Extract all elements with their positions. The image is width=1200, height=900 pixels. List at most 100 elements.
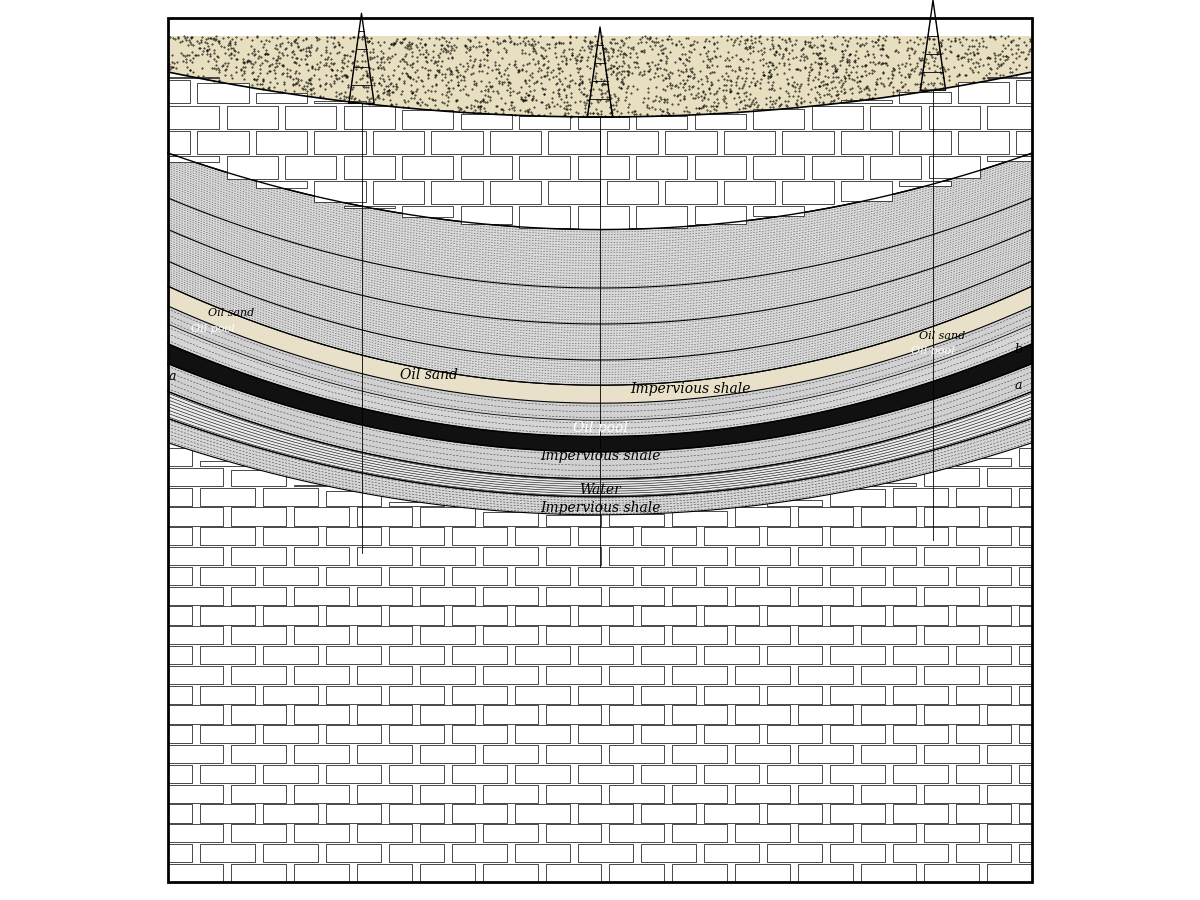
Bar xyxy=(168,527,192,545)
Bar xyxy=(263,567,318,585)
Bar xyxy=(736,508,791,526)
Bar xyxy=(484,626,539,644)
Bar xyxy=(263,607,318,625)
Bar xyxy=(402,206,454,217)
Bar xyxy=(862,508,917,526)
Bar xyxy=(358,706,413,724)
Bar xyxy=(767,527,822,545)
Bar xyxy=(358,745,413,763)
Bar xyxy=(168,686,192,704)
Bar xyxy=(724,181,775,204)
Bar xyxy=(924,626,979,644)
Bar xyxy=(168,488,192,506)
Bar xyxy=(546,515,601,526)
Bar xyxy=(1019,646,1032,664)
Bar xyxy=(420,508,475,526)
Bar xyxy=(389,607,444,625)
Bar xyxy=(451,527,506,545)
Bar xyxy=(389,501,444,506)
Bar xyxy=(168,77,220,78)
Bar xyxy=(227,156,278,179)
Bar xyxy=(230,587,287,605)
Bar xyxy=(767,844,822,862)
Bar xyxy=(958,130,1009,154)
Bar xyxy=(988,587,1032,605)
Bar xyxy=(546,824,601,842)
Bar xyxy=(672,864,727,882)
Bar xyxy=(577,844,632,862)
Bar xyxy=(841,181,893,201)
Bar xyxy=(767,500,822,506)
Bar xyxy=(199,527,254,545)
Bar xyxy=(263,765,318,783)
Bar xyxy=(199,488,254,506)
Bar xyxy=(1019,567,1032,585)
Bar xyxy=(955,488,1010,506)
Text: Oil sand: Oil sand xyxy=(208,308,254,319)
Bar xyxy=(314,101,366,104)
Bar xyxy=(484,706,539,724)
Text: a: a xyxy=(169,370,176,382)
Bar xyxy=(636,156,688,179)
Bar xyxy=(798,666,853,684)
Bar xyxy=(168,765,192,783)
Bar xyxy=(548,181,600,204)
Bar xyxy=(199,646,254,664)
Bar xyxy=(420,666,475,684)
Bar xyxy=(199,686,254,704)
Text: b: b xyxy=(1014,343,1022,356)
Bar xyxy=(829,490,884,506)
Bar xyxy=(420,864,475,882)
Bar xyxy=(924,745,979,763)
Bar xyxy=(736,745,791,763)
Bar xyxy=(389,646,444,664)
Bar xyxy=(929,105,980,129)
Bar xyxy=(798,547,853,565)
Bar xyxy=(924,587,979,605)
Bar xyxy=(665,181,716,204)
Bar xyxy=(515,805,570,823)
Bar xyxy=(672,824,727,842)
Bar xyxy=(168,725,192,743)
Bar xyxy=(199,805,254,823)
Bar xyxy=(484,745,539,763)
Bar xyxy=(461,114,512,129)
Bar xyxy=(955,686,1010,704)
Bar xyxy=(641,844,696,862)
Bar xyxy=(782,130,834,154)
Bar xyxy=(577,567,632,585)
Bar xyxy=(230,626,287,644)
Bar xyxy=(924,666,979,684)
Bar xyxy=(325,607,380,625)
Bar xyxy=(168,80,191,104)
Bar xyxy=(515,765,570,783)
Bar xyxy=(782,181,834,204)
Bar xyxy=(1019,488,1032,506)
Bar xyxy=(610,706,665,724)
Bar xyxy=(988,785,1032,803)
Bar xyxy=(431,181,482,204)
Text: Impervious shale: Impervious shale xyxy=(540,500,660,515)
Bar xyxy=(325,765,380,783)
Bar xyxy=(829,725,884,743)
Bar xyxy=(767,805,822,823)
Bar xyxy=(484,864,539,882)
Bar xyxy=(736,547,791,565)
Bar xyxy=(610,666,665,684)
Bar xyxy=(736,626,791,644)
Bar xyxy=(515,567,570,585)
Bar xyxy=(420,745,475,763)
Bar xyxy=(230,547,287,565)
Bar xyxy=(314,181,366,202)
Bar xyxy=(263,844,318,862)
Bar xyxy=(736,864,791,882)
Polygon shape xyxy=(168,72,1032,230)
Bar xyxy=(197,130,248,154)
Bar xyxy=(672,785,727,803)
Bar xyxy=(641,567,696,585)
Bar xyxy=(955,607,1010,625)
Bar xyxy=(515,646,570,664)
Bar xyxy=(893,805,948,823)
Bar xyxy=(672,706,727,724)
Bar xyxy=(986,105,1032,129)
